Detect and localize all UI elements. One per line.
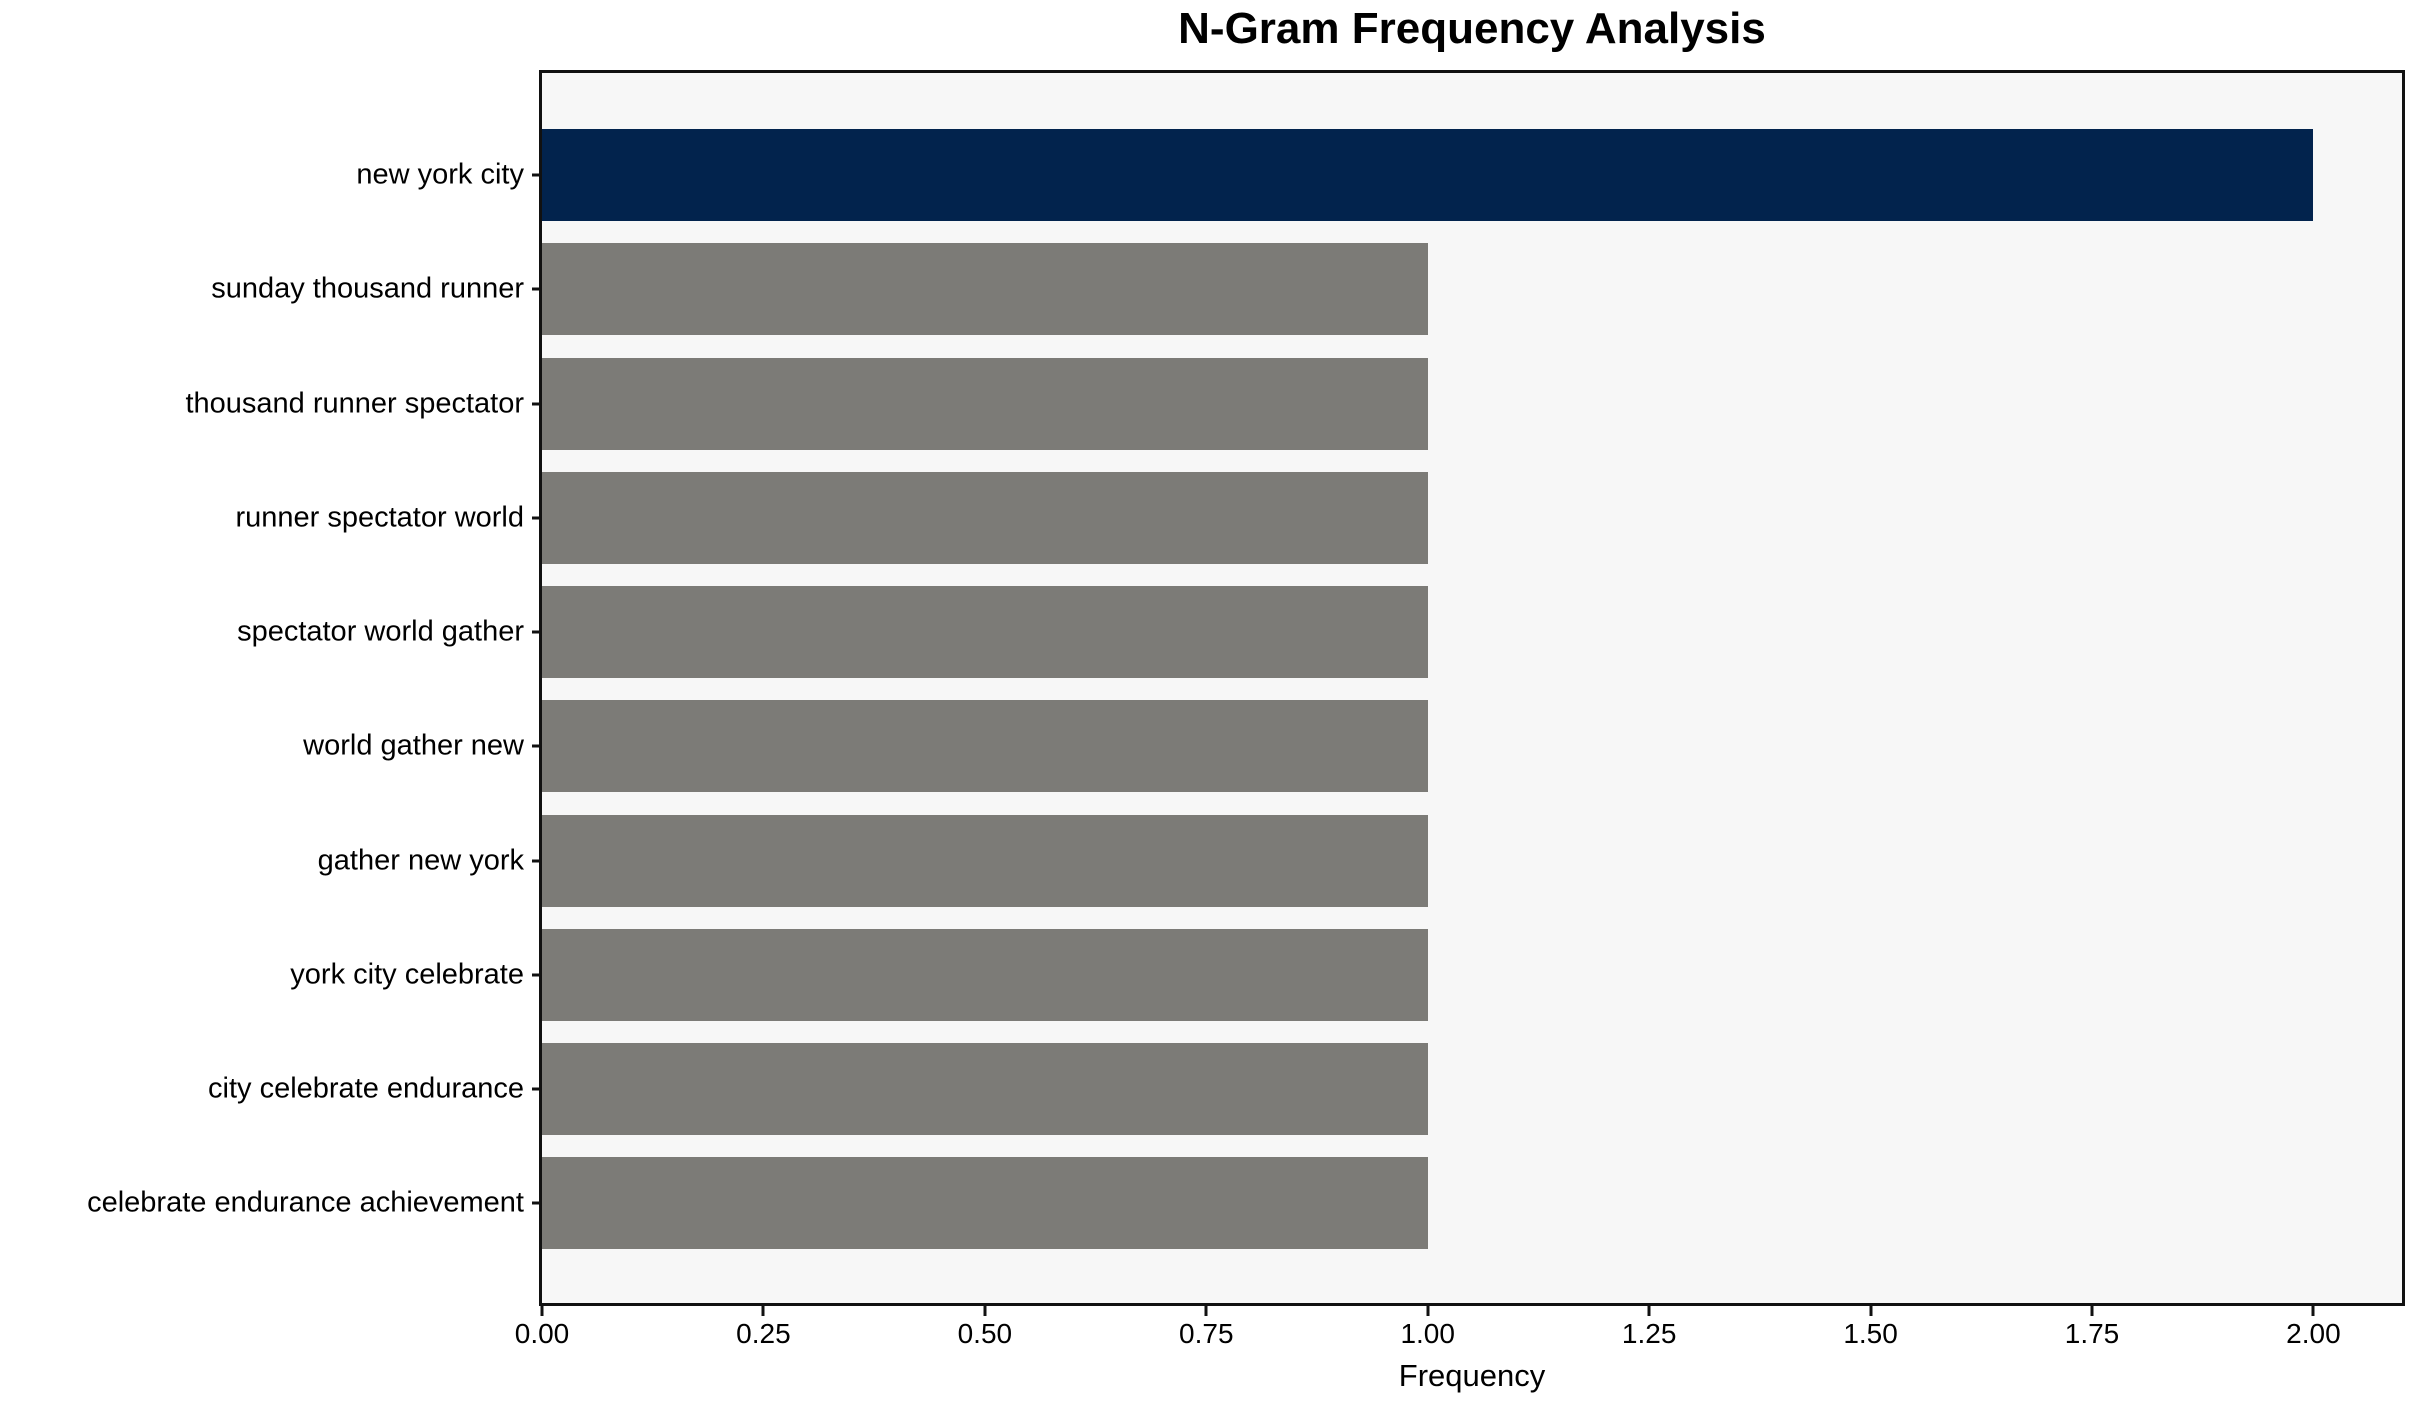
- y-tick-mark: [532, 402, 542, 406]
- y-tick-mark: [532, 744, 542, 748]
- x-tick-label: 0.00: [514, 1318, 570, 1349]
- x-tick-label: 0.75: [1179, 1318, 1234, 1349]
- x-tick-mark: [2090, 1303, 2094, 1316]
- x-tick-mark: [1426, 1303, 1430, 1316]
- x-axis-label: Frequency: [1398, 1358, 1546, 1393]
- x-tick-label: 1.00: [1400, 1318, 1455, 1349]
- y-tick-label: sunday thousand runner: [211, 272, 524, 305]
- plot-area: [542, 73, 2402, 1303]
- x-tick-mark: [761, 1303, 765, 1316]
- y-tick-label: spectator world gather: [237, 615, 524, 648]
- x-tick-mark: [983, 1303, 987, 1316]
- y-tick-mark: [532, 173, 542, 177]
- x-tick-label: 0.50: [957, 1318, 1013, 1349]
- y-tick-mark: [532, 1087, 542, 1091]
- x-tick-label: 1.50: [1843, 1318, 1898, 1349]
- bar: [542, 814, 1428, 907]
- chart-title: N-Gram Frequency Analysis: [1178, 4, 1766, 53]
- x-tick-mark: [540, 1303, 544, 1316]
- bar: [542, 357, 1428, 450]
- x-tick-label: 0.25: [736, 1318, 791, 1349]
- bar: [542, 471, 1428, 564]
- y-tick-label: city celebrate endurance: [208, 1072, 524, 1105]
- y-tick-label: runner spectator world: [235, 501, 524, 534]
- x-tick-mark: [1869, 1303, 1873, 1316]
- x-tick-mark: [1647, 1303, 1651, 1316]
- bar: [542, 1042, 1428, 1135]
- bar: [542, 586, 1428, 679]
- x-tick-label: 1.25: [1621, 1318, 1677, 1349]
- y-tick-mark: [532, 1201, 542, 1205]
- y-tick-mark: [532, 859, 542, 863]
- bar: [542, 243, 1428, 336]
- x-tick-mark: [1204, 1303, 1208, 1316]
- x-tick-mark: [2311, 1303, 2315, 1316]
- y-tick-label: york city celebrate: [290, 958, 524, 991]
- bar: [542, 928, 1428, 1021]
- y-tick-label: celebrate endurance achievement: [87, 1186, 524, 1219]
- bar: [542, 1157, 1428, 1250]
- y-tick-label: new york city: [356, 158, 524, 191]
- y-tick-mark: [532, 516, 542, 520]
- x-tick-label: 2.00: [2286, 1318, 2341, 1349]
- y-tick-label: thousand runner spectator: [185, 387, 524, 420]
- bar: [542, 700, 1428, 793]
- bar: [542, 129, 2314, 222]
- y-tick-mark: [532, 973, 542, 977]
- x-tick-label: 1.75: [2064, 1318, 2120, 1349]
- y-tick-mark: [532, 630, 542, 634]
- y-tick-label: gather new york: [317, 844, 524, 877]
- y-tick-mark: [532, 287, 542, 291]
- y-tick-label: world gather new: [303, 729, 524, 762]
